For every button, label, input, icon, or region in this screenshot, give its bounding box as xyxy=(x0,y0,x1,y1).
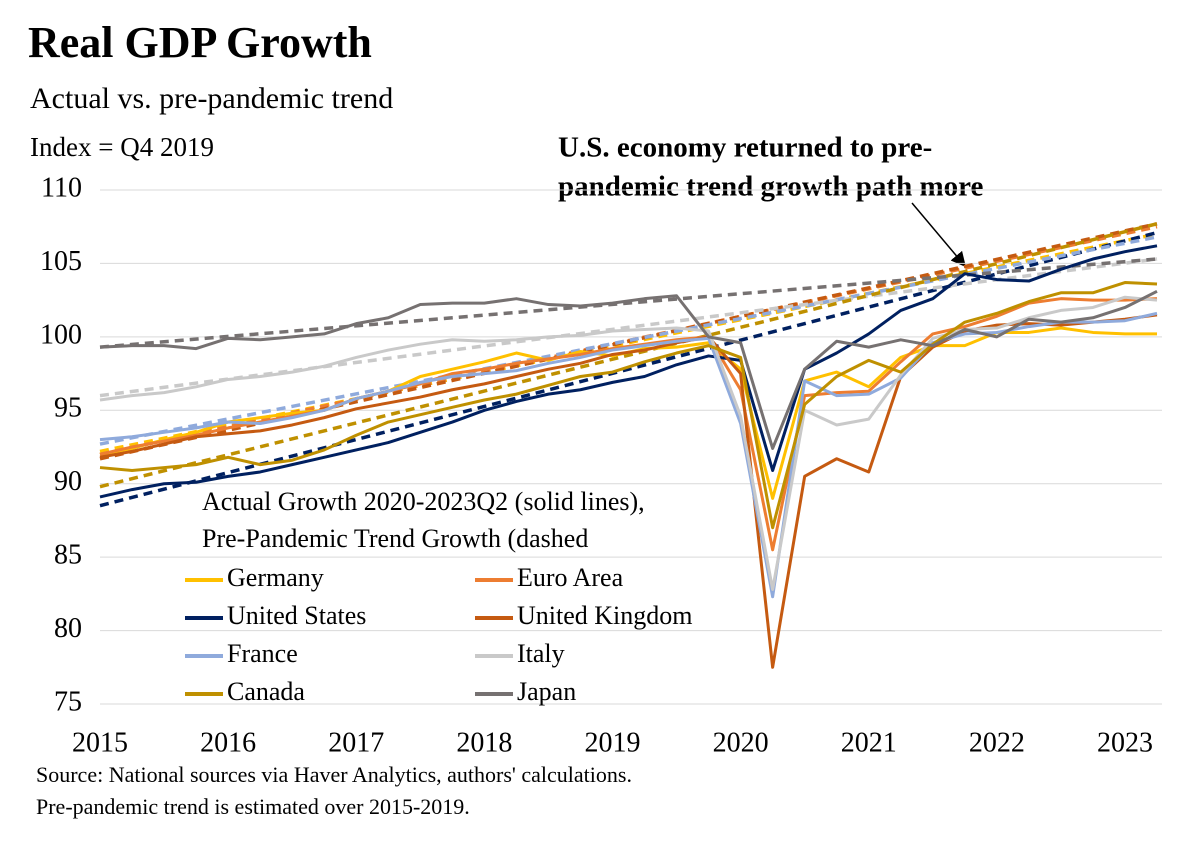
trend-line xyxy=(99,257,1158,349)
legend-label: Euro Area xyxy=(517,563,624,592)
chart-title: Real GDP Growth xyxy=(28,18,372,67)
legend-label: United Kingdom xyxy=(517,601,693,630)
x-tick-label: 2016 xyxy=(200,727,256,758)
legend-title: Actual Growth 2020-2023Q2 (solid lines), xyxy=(202,487,645,516)
series-line xyxy=(99,281,1158,530)
x-tick-label: 2018 xyxy=(456,727,512,758)
legend-label: France xyxy=(227,639,298,668)
legend-label: Italy xyxy=(517,639,565,668)
y-tick-label: 85 xyxy=(54,540,82,571)
annotation-arrow xyxy=(911,202,966,268)
series-line xyxy=(99,289,1158,450)
series-line xyxy=(99,244,1158,499)
trend-line xyxy=(99,230,1158,508)
series-line xyxy=(99,295,1158,591)
trend-line xyxy=(99,222,1158,489)
x-tick-label: 2019 xyxy=(584,727,640,758)
legend: Actual Growth 2020-2023Q2 (solid lines),… xyxy=(185,487,693,706)
x-tick-label: 2023 xyxy=(1097,727,1153,758)
y-tick-label: 95 xyxy=(54,393,82,424)
plot-lines xyxy=(99,222,1158,669)
y-axis-label: Index = Q4 2019 xyxy=(30,132,214,162)
legend-label: Japan xyxy=(517,677,576,706)
annotation: pandemic trend growth path more xyxy=(558,171,983,203)
x-tick-label: 2015 xyxy=(72,727,128,758)
x-tick-label: 2017 xyxy=(328,727,384,758)
x-tick-label: 2021 xyxy=(841,727,897,758)
legend-label: United States xyxy=(227,601,366,630)
legend-label: Germany xyxy=(227,563,324,592)
source-note: Pre-pandemic trend is estimated over 201… xyxy=(36,794,470,819)
y-tick-label: 80 xyxy=(54,613,82,644)
y-tick-label: 90 xyxy=(54,466,82,497)
x-tick-label: 2020 xyxy=(713,727,769,758)
trend-line xyxy=(99,257,1158,398)
legend-label: Canada xyxy=(227,677,305,706)
y-tick-label: 110 xyxy=(41,172,82,203)
y-tick-label: 75 xyxy=(54,686,82,717)
annotation: U.S. economy returned to pre- xyxy=(558,132,932,164)
x-tick-label: 2022 xyxy=(969,727,1025,758)
y-tick-label: 105 xyxy=(40,246,82,277)
chart-subtitle: Actual vs. pre-pandemic trend xyxy=(30,82,393,115)
legend-title: Pre-Pandemic Trend Growth (dashed xyxy=(202,524,588,553)
y-tick-label: 100 xyxy=(40,319,82,350)
source-note: Source: National sources via Haver Analy… xyxy=(36,762,632,787)
